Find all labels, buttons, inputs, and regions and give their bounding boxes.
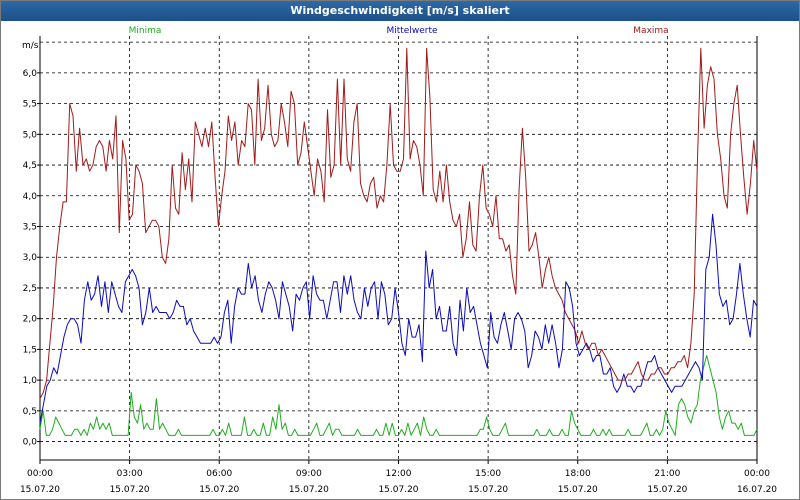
chart-grid — [40, 36, 757, 460]
x-tick-time: 12:00 — [386, 469, 412, 479]
x-tick-date: 15.07.20 — [378, 485, 418, 495]
legend: Minima Mittelwerte Maxima — [129, 26, 669, 36]
y-tick-label: 0,0 — [23, 438, 38, 448]
series-lines — [39, 47, 758, 436]
chart-axes — [37, 36, 758, 464]
x-tick-time: 09:00 — [296, 469, 322, 479]
x-tick-labels: 00:00 15.07.20 03:00 15.07.20 06:00 15.07.20 0… — [20, 469, 777, 495]
legend-mittelwerte: Mittelwerte — [386, 26, 437, 36]
y-tick-label: 4,0 — [23, 192, 38, 202]
y-tick-label: 3,5 — [23, 222, 37, 232]
x-tick-date: 16.07.20 — [737, 485, 777, 495]
y-tick-label: 5,0 — [23, 130, 38, 140]
x-tick-date: 15.07.20 — [647, 485, 687, 495]
x-tick-time: 06:00 — [206, 469, 232, 479]
y-axis-unit: m/s — [22, 41, 39, 51]
y-tick-label: 3,0 — [23, 253, 38, 263]
y-tick-label: 1,0 — [23, 376, 38, 386]
x-tick-date: 15.07.20 — [289, 485, 329, 495]
y-tick-label: 2,0 — [23, 315, 38, 325]
y-tick-label: 5,5 — [23, 100, 37, 110]
x-tick-date: 15.07.20 — [468, 485, 508, 495]
x-tick-time: 21:00 — [654, 469, 680, 479]
legend-maxima: Maxima — [633, 26, 668, 36]
series-line-mittelwerte — [39, 213, 758, 424]
window-title: Windgeschwindigkeit [m/s] skaliert — [1, 1, 799, 21]
y-tick-label: 4,5 — [23, 161, 37, 171]
x-tick-date: 15.07.20 — [199, 485, 239, 495]
y-tick-label: 6,0 — [23, 69, 38, 79]
legend-minima: Minima — [129, 26, 162, 36]
x-tick-date: 15.07.20 — [20, 485, 60, 495]
x-tick-time: 18:00 — [565, 469, 591, 479]
x-tick-time: 15:00 — [475, 469, 501, 479]
series-line-maxima — [39, 47, 758, 399]
x-tick-date: 15.07.20 — [110, 485, 150, 495]
x-tick-time: 00:00 — [744, 469, 770, 479]
series-line-minima — [39, 355, 758, 436]
x-tick-date: 15.07.20 — [558, 485, 598, 495]
y-tick-labels: 0,0 0,5 1,0 1,5 2,0 2,5 3,0 3,5 4,0 4,5 5,0 5,5 6,0 — [23, 69, 38, 448]
x-tick-time: 03:00 — [117, 469, 143, 479]
y-tick-label: 0,5 — [23, 407, 37, 417]
y-tick-label: 1,5 — [23, 345, 37, 355]
y-tick-label: 2,5 — [23, 284, 37, 294]
x-tick-time: 00:00 — [27, 469, 53, 479]
